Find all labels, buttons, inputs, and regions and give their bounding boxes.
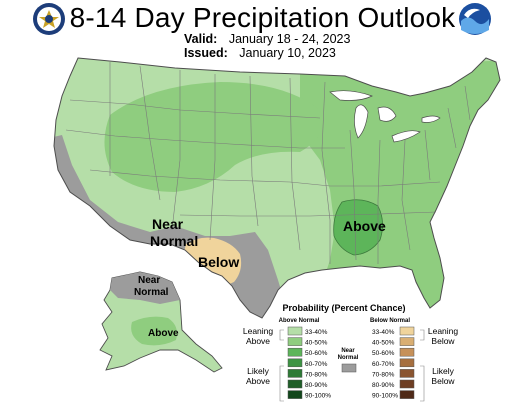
legend-below-swatch-1 (399, 337, 415, 346)
legend-leaning-above-1: Leaning (243, 326, 274, 336)
legend-likely-above-1: Likely (247, 366, 269, 376)
legend-below-bin-label-3: 60-70% (372, 361, 395, 368)
conus-outline (53, 57, 501, 319)
legend-above-swatch-5 (287, 379, 303, 389)
legend-below-swatch-0 (399, 326, 415, 336)
legend-below-bin-label-5: 80-90% (372, 382, 395, 389)
legend-below-swatch-6 (399, 390, 415, 399)
near-normal-label-line1: Near (152, 216, 184, 232)
great-lakes (329, 90, 441, 143)
legend-above-swatch-1 (287, 337, 303, 346)
legend-below-header: Below Normal (370, 318, 410, 324)
legend-below-swatch-3 (399, 358, 415, 368)
state-boundaries (65, 62, 471, 264)
above-label: Above (343, 218, 386, 234)
noaa-logo (459, 3, 491, 35)
legend-above-header: Above Normal (279, 318, 320, 324)
legend-below-bin-label-2: 50-60% (372, 350, 395, 357)
legend-brackets (279, 329, 425, 402)
map-title: 8-14 Day Precipitation Outlook (69, 2, 456, 33)
legend-below-swatch-4 (399, 369, 415, 378)
near-normal-label-line2: Normal (150, 233, 198, 249)
doc-seal-logo (33, 3, 65, 35)
legend-likely-below-1: Likely (432, 366, 454, 376)
legend-rows: 33-40% 40-50% 50-60% 60-70% 70-80% 80-90% 90-1… (287, 326, 415, 400)
legend-above-bin-label-2: 50-60% (305, 350, 328, 357)
legend-above-swatch-2 (287, 347, 303, 357)
legend-above-bin-label-1: 40-50% (305, 340, 328, 347)
issued-line: Issued: January 10, 2023 (184, 46, 336, 60)
legend-likely-below-2: Below (431, 376, 455, 386)
valid-label: Valid: (184, 32, 218, 46)
legend-leaning-below-1: Leaning (428, 326, 459, 336)
legend: Probability (Percent Chance) Above Norma… (243, 303, 459, 402)
legend-below-bin-label-4: 70-80% (372, 371, 395, 378)
legend-above-bin-label-3: 60-70% (305, 361, 328, 368)
valid-line: Valid: January 18 - 24, 2023 (184, 32, 350, 46)
legend-above-bin-label-5: 80-90% (305, 382, 328, 389)
legend-above-swatch-6 (287, 390, 303, 399)
legend-above-bin-label-6: 90-100% (305, 393, 331, 400)
legend-below-bin-label-6: 90-100% (372, 393, 398, 400)
legend-above-swatch-3 (287, 358, 303, 368)
below-label: Below (198, 254, 239, 270)
valid-value: January 18 - 24, 2023 (228, 32, 351, 46)
legend-above-swatch-4 (287, 369, 303, 378)
east-region-40-50 (300, 60, 500, 318)
alaska-above-40-50 (131, 316, 177, 346)
alaska-above-label: Above (148, 328, 179, 339)
legend-near-normal-line2: Normal (338, 355, 359, 361)
legend-below-bin-label-0: 33-40% (372, 329, 395, 336)
issued-value: January 10, 2023 (239, 46, 336, 60)
legend-below-swatch-5 (399, 379, 415, 389)
legend-near-normal-swatch (341, 363, 357, 373)
alaska-near-normal-line2: Normal (134, 287, 169, 298)
legend-leaning-below-2: Below (431, 336, 455, 346)
legend-leaning-above-2: Above (246, 336, 270, 346)
legend-below-swatch-2 (399, 347, 415, 357)
plains-region-40-50 (104, 82, 323, 192)
legend-likely-above-2: Above (246, 376, 270, 386)
issued-label: Issued: (184, 46, 228, 60)
legend-above-swatch-0 (287, 326, 303, 336)
alaska-near-normal-line1: Near (138, 275, 160, 286)
legend-below-bin-label-1: 40-50% (372, 340, 395, 347)
legend-above-bin-label-4: 70-80% (305, 371, 328, 378)
legend-near-normal-line1: Near (341, 348, 355, 354)
legend-above-bin-label-0: 33-40% (305, 329, 328, 336)
alaska (99, 271, 223, 373)
alaska-near-normal (110, 272, 180, 304)
mississippi-above-50-60 (333, 199, 383, 256)
legend-title: Probability (Percent Chance) (282, 303, 405, 313)
